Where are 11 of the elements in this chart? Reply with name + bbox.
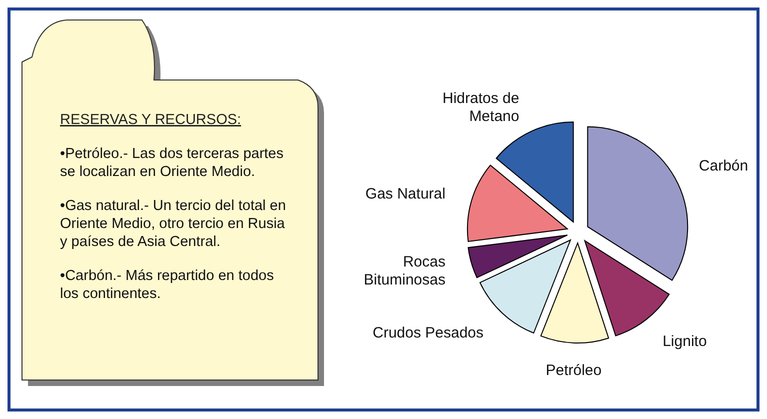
slice-label: Petróleo — [546, 362, 602, 379]
text: •Petróleo.- Las dos terceras partes se localizan en Oriente Medio. — [60, 146, 284, 180]
slice-label: Crudos Pesados — [372, 324, 484, 342]
text: •Carbón.- Más repartido en todos los continentes. — [60, 268, 274, 302]
text: RESERVAS Y RECURSOS: — [60, 112, 242, 128]
slice-label: Carbón — [698, 158, 748, 175]
slice-label: Rocas Bituminosas — [364, 254, 446, 288]
slice-label: Hidratos de Metano — [442, 90, 520, 126]
slice-label: Gas Natural — [365, 186, 446, 202]
slice-label: Lignito — [662, 333, 707, 350]
text: •Gas natural.- Un tercio del total en Oriente Medio, otro tercio en Rusia y países de Asia Central. — [60, 198, 286, 250]
